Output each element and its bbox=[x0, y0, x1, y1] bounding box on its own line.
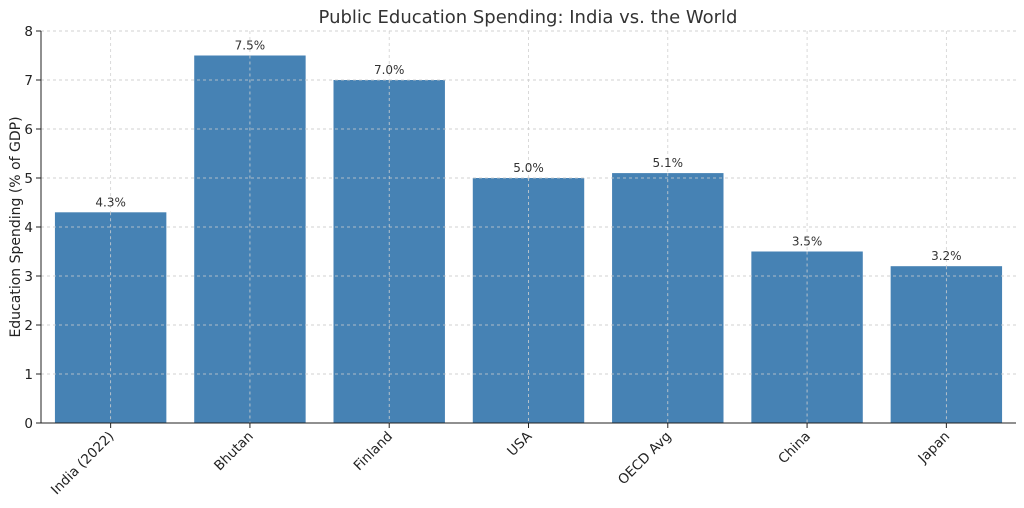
x-tick-label-0: India (2022) bbox=[48, 429, 118, 499]
chart-title: Public Education Spending: India vs. the… bbox=[319, 7, 738, 28]
y-tick-label-2: 2 bbox=[24, 318, 33, 334]
y-tick-label-6: 6 bbox=[24, 122, 33, 138]
data-label-2: 7.0% bbox=[374, 63, 405, 77]
data-label-6: 3.2% bbox=[931, 249, 962, 263]
y-axis-label: Education Spending (% of GDP) bbox=[8, 116, 24, 337]
y-tick-label-0: 0 bbox=[24, 416, 33, 432]
data-label-4: 5.1% bbox=[653, 156, 684, 170]
y-tick-label-7: 7 bbox=[24, 73, 33, 89]
data-label-5: 3.5% bbox=[792, 235, 823, 249]
data-label-1: 7.5% bbox=[235, 39, 266, 53]
y-tick-label-5: 5 bbox=[24, 171, 33, 187]
x-tick-label-2: Finland bbox=[351, 429, 396, 474]
data-label-3: 5.0% bbox=[513, 161, 544, 175]
y-tick-label-4: 4 bbox=[24, 220, 33, 236]
x-tick-label-3: USA bbox=[504, 428, 536, 460]
x-tick-label-5: China bbox=[775, 429, 814, 468]
data-label-0: 4.3% bbox=[95, 195, 126, 209]
data-labels: 4.3% 7.5% 7.0% 5.0% 5.1% 3.5% 3.2% bbox=[41, 30, 1016, 424]
x-tick-label-4: OECD Avg bbox=[615, 429, 675, 489]
x-tick-label-1: Bhutan bbox=[211, 429, 257, 475]
bar-4 bbox=[612, 173, 724, 423]
y-tick-label-1: 1 bbox=[24, 367, 33, 383]
y-tick-label-3: 3 bbox=[24, 269, 33, 285]
x-tick-label-6: Japan bbox=[915, 429, 954, 468]
y-tick-label-8: 8 bbox=[24, 24, 33, 40]
bar-2 bbox=[333, 80, 445, 423]
